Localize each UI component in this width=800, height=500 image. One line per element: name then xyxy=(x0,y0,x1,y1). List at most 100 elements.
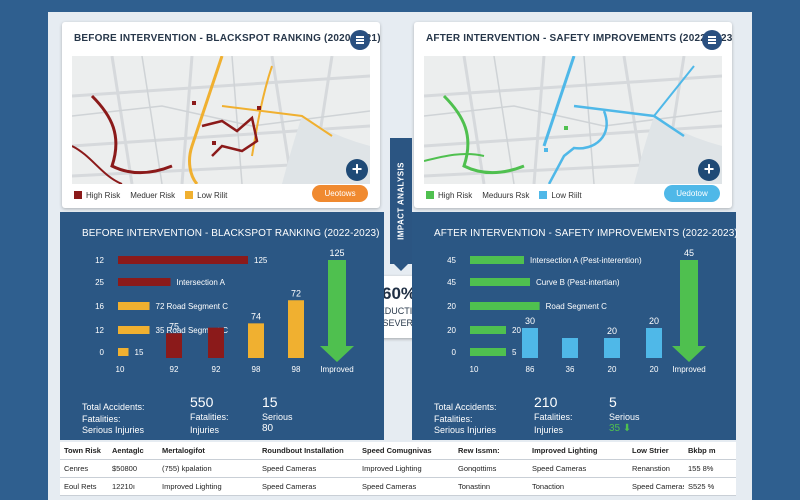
before-map[interactable] xyxy=(72,56,370,184)
before-map-legend: High Risk Meduer Risk Low Rilit xyxy=(74,191,227,200)
table-cell: Improved Lighting xyxy=(532,446,598,455)
x-tick-label: 92 xyxy=(170,365,179,374)
total-accidents-label: Total Accidents: xyxy=(82,402,145,412)
y-tick-label: 20 xyxy=(447,302,456,311)
hbar xyxy=(118,348,129,356)
improvement-arrow-icon xyxy=(672,346,706,362)
y-tick-label: 12 xyxy=(95,256,104,265)
table-cell: Renanstion xyxy=(632,464,670,473)
impact-analysis-tab: IMPACT ANALYSIS xyxy=(390,138,412,271)
table-cell: Mertalogifot xyxy=(162,446,205,455)
vbar-label: 74 xyxy=(251,311,261,321)
before-menu-icon[interactable] xyxy=(350,30,370,50)
hbar-label: 35 Road Segment C xyxy=(156,326,229,335)
vbar xyxy=(288,300,304,358)
intervention-table: Town Risk Aentaglc Mertalogifot Roundbout I… xyxy=(60,442,736,496)
total-accidents-label: Total Accidents: xyxy=(434,402,497,412)
serious-injuries-number: 35 xyxy=(609,423,621,434)
vbar-label: 30 xyxy=(525,316,535,326)
hbar-label: 15 xyxy=(135,348,144,357)
x-tick-label: 20 xyxy=(608,365,617,374)
table-cell: Improved Lighting xyxy=(162,482,222,491)
before-zoom-in-icon[interactable]: + xyxy=(346,159,368,181)
legend-label: Low Rilit xyxy=(197,191,228,200)
after-panel: AFTER INTERVENTION - SAFETY IMPROVEMENTS… xyxy=(412,212,738,440)
hbar xyxy=(118,256,248,264)
vbar xyxy=(166,333,182,358)
vbar xyxy=(646,328,662,358)
y-tick-label: 12 xyxy=(95,326,104,335)
x-tick-label: 10 xyxy=(470,365,479,374)
hbar xyxy=(470,278,530,286)
y-tick-label: 16 xyxy=(95,302,104,311)
y-tick-label: 25 xyxy=(95,278,104,287)
table-row: Eoul Rets 12210ı Improved Lighting Speed Ca… xyxy=(60,478,736,496)
hbar xyxy=(118,278,171,286)
vbar xyxy=(248,323,264,358)
table-cell: $50800 xyxy=(112,464,138,473)
impact-analysis-label: IMPACT ANALYSIS xyxy=(396,162,406,240)
hbar-label: 72 Road Segment C xyxy=(156,302,229,311)
table-cell: Speed Cameras xyxy=(262,482,317,491)
hbar-label: Road Segment C xyxy=(546,302,608,311)
improvement-xlabel: Improved xyxy=(672,365,705,374)
after-zoom-in-icon[interactable]: + xyxy=(698,159,720,181)
table-cell: Low Strier xyxy=(632,446,669,455)
table-cell: Aentaglc xyxy=(112,446,144,455)
fatalities-label-2: Fatalities: xyxy=(190,412,229,422)
hbar-label: 20 xyxy=(512,326,521,335)
x-tick-label: 98 xyxy=(292,365,301,374)
vbar xyxy=(604,338,620,358)
table-cell: Speed Comugnivas xyxy=(362,446,432,455)
vbar-label: 75 xyxy=(169,321,179,331)
improvement-arrow-icon xyxy=(320,346,354,362)
after-panel-title: AFTER INTERVENTION - SAFETY IMPROVEMENTS… xyxy=(434,228,738,239)
before-chart: 12 125 25 Intersection A 16 72 Road Segment C… xyxy=(95,248,354,374)
serious-injuries-value: 80 xyxy=(262,423,274,434)
after-details-button[interactable]: Uedotow xyxy=(664,185,720,202)
legend-swatch xyxy=(185,191,194,199)
after-map-card: AFTER INTERVENTION - SAFETY IMPROVEMENTS… xyxy=(414,22,732,208)
hbar xyxy=(470,302,540,310)
legend-label: Meduurs Rsk xyxy=(482,191,530,200)
vbar-label: 20 xyxy=(649,316,659,326)
before-details-button[interactable]: Ueotows xyxy=(312,185,368,202)
fatalities-value: 5 xyxy=(609,394,617,410)
table-cell: 155 8% xyxy=(688,464,714,473)
x-tick-label: 86 xyxy=(526,365,535,374)
table-cell: Speed Cameras xyxy=(532,464,587,473)
vbar xyxy=(208,327,224,358)
serious-injuries-label: Serious Injuries xyxy=(434,425,497,435)
after-menu-icon[interactable] xyxy=(702,30,722,50)
after-stats: Total Accidents: 210 5 Fatalities: Fatal… xyxy=(434,392,734,440)
vbar xyxy=(522,328,538,358)
down-arrow-icon: ⬇ xyxy=(622,423,632,434)
serious-label: Serious xyxy=(609,412,640,422)
table-cell: Rew Issmn: xyxy=(458,446,500,455)
y-tick-label: 45 xyxy=(447,278,456,287)
before-map-card: BEFORE INTERVENTION - BLACKSPOT RANKING … xyxy=(62,22,380,208)
hbar-label: Intersection A (Pest-interention) xyxy=(530,256,642,265)
fatalities-label: Fatalities: xyxy=(434,414,473,424)
after-map[interactable] xyxy=(424,56,722,184)
improvement-bar-label: 45 xyxy=(684,248,694,258)
hbar-label: 125 xyxy=(254,256,268,265)
x-tick-label: 20 xyxy=(650,365,659,374)
legend-label: High Risk xyxy=(86,191,121,200)
y-tick-label: 0 xyxy=(100,348,105,357)
legend-swatch xyxy=(74,191,82,199)
total-accidents-value: 210 xyxy=(534,394,558,410)
hbar-label: Curve B (Pest-intertian) xyxy=(536,278,620,287)
after-map-legend: High Risk Meduurs Rsk Low Riilt xyxy=(426,191,582,200)
table-cell: Gonqottims xyxy=(458,464,497,473)
vbar-label: 20 xyxy=(607,326,617,336)
after-chart: 45 Intersection A (Pest-interention) 45 Cur… xyxy=(447,248,706,374)
fatalities-label: Fatalities: xyxy=(82,414,121,424)
legend-swatch xyxy=(539,191,548,199)
table-cell: Roundbout Installation xyxy=(262,446,344,455)
improvement-bar xyxy=(680,260,698,348)
reduction-line2: IN SEVERITY xyxy=(370,318,427,328)
hbar xyxy=(470,326,506,334)
improvement-bar-label: 125 xyxy=(329,248,344,258)
serious-injuries-value: 35 ⬇ xyxy=(609,423,631,434)
